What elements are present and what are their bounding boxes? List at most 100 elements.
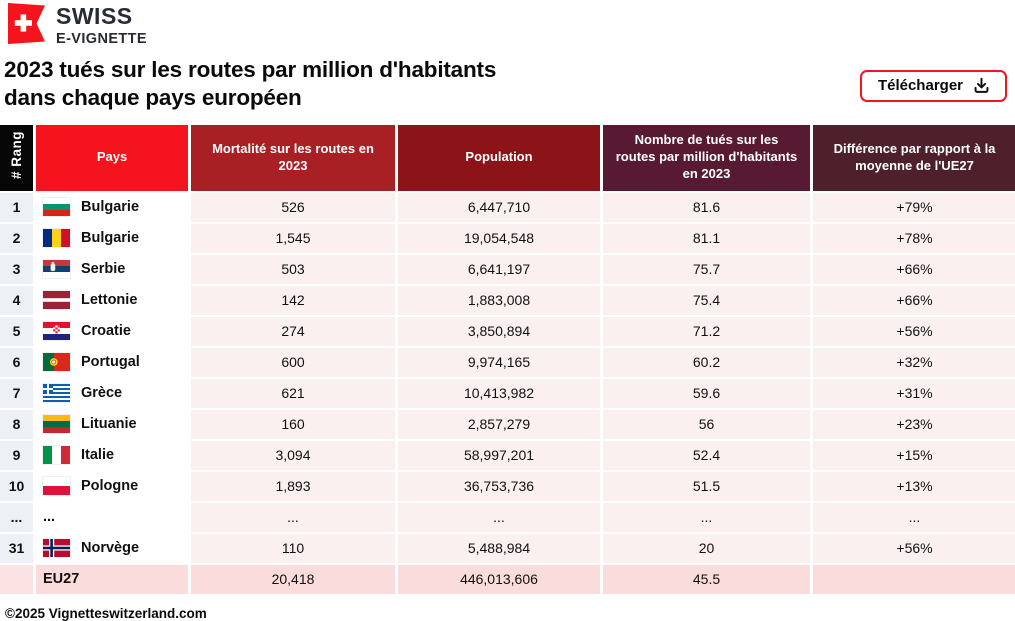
download-button[interactable]: Télécharger [859, 70, 1007, 102]
lithuania-flag-icon [42, 414, 71, 435]
diff-cell: +32% [813, 347, 1015, 377]
rank-cell: 2 [0, 223, 33, 253]
table-total: EU27 20,418 446,013,606 45.5 [0, 564, 1015, 594]
swiss-cross-flag-icon [8, 3, 45, 44]
rank-cell: 7 [0, 378, 33, 408]
table-row: 5 Croatie 274 3,850,894 71.2 +56% [0, 316, 1015, 346]
country-cell: Bulgarie [36, 223, 188, 253]
country-name: Italie [81, 447, 115, 464]
rate-cell: 56 [603, 409, 810, 439]
latvia-flag-icon [42, 290, 71, 311]
population-cell: 19,054,548 [398, 223, 600, 253]
norway-flag-icon [42, 538, 71, 559]
table-row: 10 Pologne 1,893 36,753,736 51.5 +13% [0, 471, 1015, 501]
logo-line2: E-VIGNETTE [56, 31, 148, 47]
mortality-cell: 110 [191, 533, 395, 563]
rate-cell: 52.4 [603, 440, 810, 470]
total-row: EU27 20,418 446,013,606 45.5 [0, 564, 1015, 594]
rate-cell: 75.7 [603, 254, 810, 284]
diff-cell: +79% [813, 192, 1015, 222]
rate-cell: 81.1 [603, 223, 810, 253]
table-row: 3 Serbie 503 6,641,197 75.7 +66% [0, 254, 1015, 284]
population-cell: 58,997,201 [398, 440, 600, 470]
rank-cell: 3 [0, 254, 33, 284]
population-cell: 3,850,894 [398, 316, 600, 346]
column-header-population: Population [398, 124, 600, 191]
country-name: Bulgarie [81, 199, 140, 216]
bulgaria-flag-icon [42, 197, 71, 218]
population-cell: 6,641,197 [398, 254, 600, 284]
mortality-cell: 3,094 [191, 440, 395, 470]
mortality-cell: 621 [191, 378, 395, 408]
total-rank-cell [0, 564, 33, 594]
country-name: Croatie [81, 323, 131, 340]
table-row: ... ... ... ... ... ... [0, 502, 1015, 532]
diff-cell: +31% [813, 378, 1015, 408]
population-cell: 1,883,008 [398, 285, 600, 315]
country-cell: Croatie [36, 316, 188, 346]
italy-flag-icon [42, 445, 71, 466]
rate-cell: 20 [603, 533, 810, 563]
table-row: 4 Lettonie 142 1,883,008 75.4 +66% [0, 285, 1015, 315]
column-header-pays: Pays [36, 124, 188, 191]
rate-cell: 59.6 [603, 378, 810, 408]
logo: SWISS E-VIGNETTE [0, 0, 1015, 47]
table-row: 2 Bulgarie 1,545 19,054,548 81.1 +78% [0, 223, 1015, 253]
diff-cell: +13% [813, 471, 1015, 501]
diff-cell: +66% [813, 254, 1015, 284]
country-name: ... [43, 509, 56, 526]
rate-cell: 71.2 [603, 316, 810, 346]
table-header: # Rang Pays Mortalité sur les routes en … [0, 124, 1015, 191]
rank-cell: 31 [0, 533, 33, 563]
mortality-cell: 526 [191, 192, 395, 222]
table-row: 7 Grèce 621 10,413,982 59.6 +31% [0, 378, 1015, 408]
country-name: Lituanie [81, 416, 137, 433]
rank-cell: 10 [0, 471, 33, 501]
rate-cell: ... [603, 502, 810, 532]
page-title-line2: dans chaque pays européen [4, 85, 302, 111]
country-name: Grèce [81, 385, 123, 402]
diff-cell: ... [813, 502, 1015, 532]
country-cell: Lettonie [36, 285, 188, 315]
copyright-text: ©2025 Vignetteswitzerland.com [5, 605, 207, 621]
page-title: 2023 tués sur les routes par million d'h… [4, 56, 1015, 113]
country-cell: Grèce [36, 378, 188, 408]
population-cell: 5,488,984 [398, 533, 600, 563]
country-cell: Serbie [36, 254, 188, 284]
rate-cell: 81.6 [603, 192, 810, 222]
mortality-cell: 160 [191, 409, 395, 439]
total-rate-cell: 45.5 [603, 564, 810, 594]
diff-cell: +15% [813, 440, 1015, 470]
diff-cell: +56% [813, 316, 1015, 346]
column-header-rate: Nombre de tués sur les routes par millio… [603, 124, 810, 191]
country-cell: Pologne [36, 471, 188, 501]
country-cell: Norvège [36, 533, 188, 563]
mortality-cell: 1,893 [191, 471, 395, 501]
greece-flag-icon [42, 383, 71, 404]
column-header-mortality: Mortalité sur les routes en 2023 [191, 124, 395, 191]
population-cell: 9,974,165 [398, 347, 600, 377]
country-cell: Portugal [36, 347, 188, 377]
total-country-cell: EU27 [36, 564, 188, 594]
romania-flag-icon [42, 228, 71, 249]
rank-cell: 6 [0, 347, 33, 377]
country-name: Norvège [81, 540, 140, 557]
total-population-cell: 446,013,606 [398, 564, 600, 594]
country-cell: Lituanie [36, 409, 188, 439]
population-cell: 10,413,982 [398, 378, 600, 408]
table-row: 8 Lituanie 160 2,857,279 56 +23% [0, 409, 1015, 439]
column-header-diff: Différence par rapport à la moyenne de l… [813, 124, 1015, 191]
mortality-table: # Rang Pays Mortalité sur les routes en … [0, 123, 1015, 596]
logo-line1: SWISS [56, 3, 133, 29]
population-cell: 36,753,736 [398, 471, 600, 501]
rank-cell: 9 [0, 440, 33, 470]
country-name: Pologne [81, 478, 139, 495]
table-body: 1 Bulgarie 526 6,447,710 81.6 +79% 2 Bul… [0, 192, 1015, 563]
download-icon [972, 76, 991, 95]
rank-cell: 4 [0, 285, 33, 315]
table-row: 6 Portugal 600 9,974,165 60.2 +32% [0, 347, 1015, 377]
mortality-cell: 503 [191, 254, 395, 284]
table-row: 31 Norvège 110 5,488,984 20 +56% [0, 533, 1015, 563]
total-mortality-cell: 20,418 [191, 564, 395, 594]
country-cell: Bulgarie [36, 192, 188, 222]
